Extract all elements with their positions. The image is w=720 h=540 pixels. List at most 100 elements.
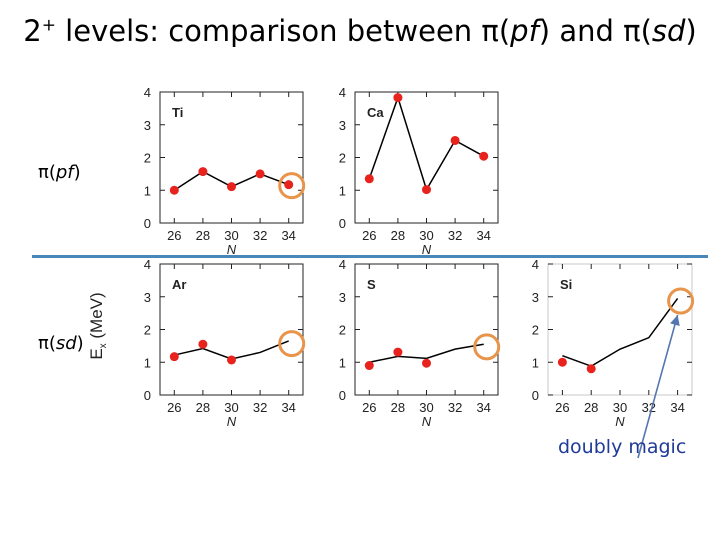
x-tick-label: 30 bbox=[224, 400, 238, 415]
x-tick-label: 32 bbox=[448, 228, 462, 243]
annotation-layer bbox=[637, 314, 680, 459]
x-tick-label: 26 bbox=[362, 400, 376, 415]
x-tick-label: 28 bbox=[196, 400, 210, 415]
x-tick-label: 28 bbox=[391, 228, 405, 243]
y-tick-label: 3 bbox=[339, 118, 346, 133]
annotation-doubly-magic: doubly magic bbox=[558, 436, 687, 458]
y-tick-label: 4 bbox=[532, 257, 539, 272]
x-tick-label: 30 bbox=[613, 400, 627, 415]
row-divider bbox=[32, 255, 708, 258]
panel-label: Ar bbox=[172, 277, 186, 292]
x-tick-label: 28 bbox=[391, 400, 405, 415]
data-point bbox=[479, 151, 489, 161]
y-tick-label: 1 bbox=[144, 183, 151, 198]
data-point bbox=[393, 93, 403, 103]
data-point bbox=[169, 352, 179, 362]
panel-label: Ca bbox=[367, 105, 384, 120]
y-tick-label: 1 bbox=[339, 355, 346, 370]
y-tick-label: 3 bbox=[144, 290, 151, 305]
y-tick-label: 1 bbox=[532, 355, 539, 370]
x-tick-label: 28 bbox=[584, 400, 598, 415]
data-point bbox=[450, 135, 460, 145]
y-tick-label: 1 bbox=[339, 183, 346, 198]
y-tick-label: 0 bbox=[144, 216, 151, 231]
panel-label: S bbox=[367, 277, 376, 292]
y-tick-label: 2 bbox=[339, 323, 346, 338]
panel-label: Ti bbox=[172, 105, 183, 120]
y-tick-label: 4 bbox=[144, 85, 151, 100]
plot-frame bbox=[354, 263, 499, 396]
highlight-circle bbox=[278, 172, 306, 200]
y-tick-label: 2 bbox=[339, 151, 346, 166]
y-tick-label: 0 bbox=[144, 388, 151, 403]
title-part: 2 bbox=[23, 14, 42, 48]
x-tick-label: 34 bbox=[476, 228, 490, 243]
annotation-arrowhead bbox=[670, 315, 680, 326]
data-point bbox=[227, 355, 236, 365]
x-tick-label: 32 bbox=[448, 400, 462, 415]
data-point bbox=[198, 339, 208, 349]
x-tick-label: 28 bbox=[196, 228, 210, 243]
x-tick-label: 30 bbox=[419, 228, 433, 243]
y-tick-label: 0 bbox=[532, 388, 539, 403]
x-tick-label: 26 bbox=[555, 400, 569, 415]
x-tick-label: 26 bbox=[167, 228, 181, 243]
data-point bbox=[169, 185, 179, 195]
x-axis-label: N bbox=[227, 414, 237, 429]
x-tick-label: 30 bbox=[419, 400, 433, 415]
slide-title: 2+ levels: comparison between π(pf) and … bbox=[0, 14, 720, 48]
data-point bbox=[255, 169, 265, 179]
y-tick-label: 3 bbox=[144, 118, 151, 133]
annotation-arrow bbox=[637, 314, 679, 459]
series-line bbox=[369, 343, 484, 363]
highlight-circle bbox=[473, 333, 501, 361]
title-part: ) and π( bbox=[538, 14, 652, 48]
highlight-circle bbox=[278, 330, 306, 358]
title-superscript: + bbox=[41, 15, 56, 36]
x-tick-label: 34 bbox=[281, 400, 295, 415]
x-axis-label: N bbox=[422, 242, 432, 257]
series-line bbox=[562, 297, 679, 368]
data-point bbox=[198, 167, 208, 177]
data-point bbox=[422, 185, 431, 195]
data-point bbox=[393, 347, 403, 357]
data-point bbox=[227, 182, 236, 192]
y-tick-label: 0 bbox=[339, 388, 346, 403]
row-label-pf: π(pf) bbox=[38, 162, 81, 183]
title-italic-sd: sd bbox=[651, 14, 686, 48]
title-part: levels: comparison between π( bbox=[55, 14, 511, 48]
y-tick-label: 1 bbox=[144, 355, 151, 370]
title-part: ) bbox=[685, 14, 697, 48]
x-axis-label: N bbox=[615, 414, 625, 429]
data-point bbox=[364, 174, 374, 184]
data-point bbox=[364, 361, 374, 371]
y-tick-label: 2 bbox=[144, 151, 151, 166]
y-tick-label: 3 bbox=[532, 290, 539, 305]
y-tick-label: 0 bbox=[339, 216, 346, 231]
x-tick-label: 26 bbox=[167, 400, 181, 415]
panel-label: Si bbox=[560, 277, 572, 292]
data-point bbox=[284, 180, 294, 190]
y-tick-label: 4 bbox=[144, 257, 151, 272]
data-point bbox=[586, 364, 596, 374]
x-tick-label: 30 bbox=[224, 228, 238, 243]
x-tick-label: 34 bbox=[670, 400, 684, 415]
data-point bbox=[557, 357, 567, 367]
y-tick-label: 2 bbox=[144, 323, 151, 338]
x-axis-label: N bbox=[422, 414, 432, 429]
x-tick-label: 32 bbox=[253, 400, 267, 415]
y-tick-label: 2 bbox=[532, 323, 539, 338]
x-axis-label: N bbox=[227, 242, 237, 257]
x-tick-label: 32 bbox=[253, 228, 267, 243]
series-line bbox=[368, 95, 485, 192]
y-tick-label: 4 bbox=[339, 85, 346, 100]
y-tick-label: 3 bbox=[339, 290, 346, 305]
data-point bbox=[422, 358, 431, 368]
y-tick-label: 4 bbox=[339, 257, 346, 272]
